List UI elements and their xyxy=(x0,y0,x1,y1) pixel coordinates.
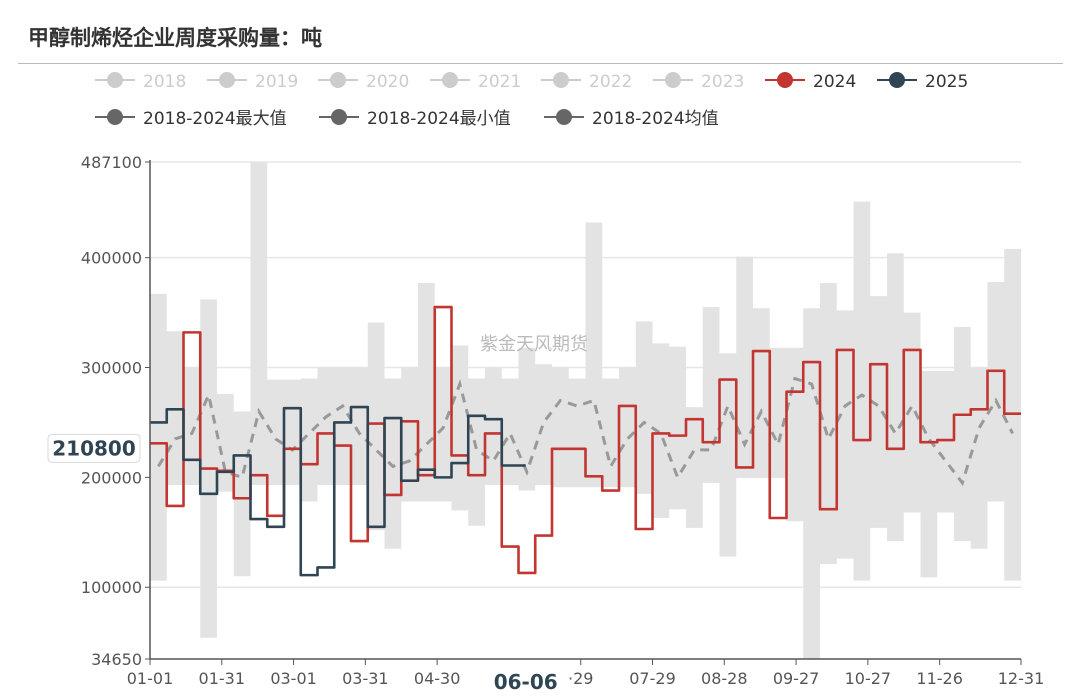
legend-circle-icon xyxy=(219,72,235,88)
x-tick-label: 03-01 xyxy=(270,669,317,688)
legend-label: 2024 xyxy=(813,72,856,92)
x-tick-label: 03-31 xyxy=(342,669,389,688)
x-tick-label: 09-27 xyxy=(773,669,820,688)
legend-label: 2018-2024均值 xyxy=(592,109,719,129)
x-tick-label: 08-28 xyxy=(701,669,748,688)
legend-label: 2021 xyxy=(478,72,521,92)
x-tick-label: 11-26 xyxy=(916,669,963,688)
legend-label: 2018 xyxy=(143,72,186,92)
legend-circle-icon xyxy=(107,72,123,88)
series-lines xyxy=(150,305,1021,577)
legend-label: 2022 xyxy=(589,72,632,92)
legend-item-2019[interactable]: 2019 xyxy=(207,72,298,92)
legend-item-2018-2024最小值[interactable]: 2018-2024最小值 xyxy=(319,109,511,129)
legend-label: 2019 xyxy=(255,72,298,92)
max-min-band xyxy=(150,162,1021,659)
x-tick-label: 10-27 xyxy=(845,669,892,688)
legend-circle-icon xyxy=(553,72,569,88)
legend-item-2020[interactable]: 2020 xyxy=(318,72,409,92)
legend-label: 2020 xyxy=(366,72,409,92)
series-line-2025 xyxy=(150,405,526,577)
x-tick-label: 01-31 xyxy=(199,669,246,688)
legend-circle-icon xyxy=(556,109,572,125)
x-pointer-label-box xyxy=(489,667,562,697)
legend-circle-icon xyxy=(330,72,346,88)
legend-circle-icon xyxy=(442,72,458,88)
x-tick-label: ·29 xyxy=(568,669,593,688)
legend-item-2018[interactable]: 2018 xyxy=(95,72,186,92)
legend-item-2021[interactable]: 2021 xyxy=(430,72,521,92)
y-tick-label: 300000 xyxy=(81,359,142,378)
y-tick-label: 100000 xyxy=(81,578,142,597)
legend-circle-icon xyxy=(889,72,905,88)
legend[interactable]: 2018 2019 2020 2021 2022 2023 2024 2025 2018-202… xyxy=(95,72,968,129)
legend-label: 2025 xyxy=(925,72,968,92)
x-pointer-label: 06-06 xyxy=(494,670,558,694)
legend-item-2025[interactable]: 2025 xyxy=(877,72,968,92)
legend-label: 2023 xyxy=(701,72,744,92)
legend-circle-icon xyxy=(107,109,123,125)
legend-circle-icon xyxy=(665,72,681,88)
legend-label: 2018-2024最小值 xyxy=(367,109,511,129)
x-tick-label: 04-30 xyxy=(414,669,461,688)
legend-item-2023[interactable]: 2023 xyxy=(653,72,744,92)
y-tick-label: 200000 xyxy=(81,468,142,487)
legend-item-2018-2024最大值[interactable]: 2018-2024最大值 xyxy=(95,109,287,129)
x-tick-label: 07-29 xyxy=(629,669,676,688)
y-tick-label: 487100 xyxy=(81,153,142,172)
axes: 487100 400000 300000 200000 100000 3465001-01… xyxy=(81,153,1044,688)
legend-label: 2018-2024最大值 xyxy=(143,109,287,129)
legend-item-2022[interactable]: 2022 xyxy=(541,72,632,92)
y-tick-label: 400000 xyxy=(81,249,142,268)
band-area xyxy=(150,162,1021,659)
legend-item-2024[interactable]: 2024 xyxy=(765,72,856,92)
title-divider xyxy=(18,63,1063,64)
y-pointer-label-box xyxy=(47,433,141,463)
chart-title: 甲醇制烯烃企业周度采购量：吨 xyxy=(28,26,322,50)
axis-pointer: 210800 06-06 xyxy=(47,433,562,697)
y-pointer-label: 210800 xyxy=(52,436,136,460)
x-tick-label: 12-31 xyxy=(998,669,1045,688)
watermark: 紫金天风期货 xyxy=(480,334,588,355)
x-tick-label: 01-01 xyxy=(127,669,174,688)
legend-item-2018-2024均值[interactable]: 2018-2024均值 xyxy=(544,109,719,129)
legend-circle-icon xyxy=(331,109,347,125)
y-tick-label: 34650 xyxy=(91,650,142,669)
legend-circle-icon xyxy=(777,72,793,88)
